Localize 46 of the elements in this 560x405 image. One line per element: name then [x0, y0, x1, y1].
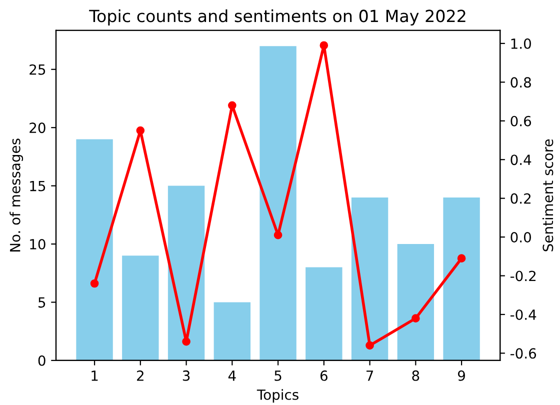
x-axis-title: Topics: [256, 389, 298, 403]
x-tick-label: 9: [458, 370, 465, 381]
y2-tick-label: -0.4: [510, 309, 536, 320]
x-tick-label: 6: [320, 370, 328, 381]
point: [182, 337, 190, 346]
point: [90, 279, 99, 288]
bar: [260, 46, 296, 360]
x-tick-label: 4: [228, 370, 236, 381]
y-tick-label: 20: [30, 122, 46, 134]
bar: [351, 197, 388, 360]
y-tick-label: 0: [38, 355, 46, 366]
x-tick-label: 8: [412, 370, 420, 381]
y-tick-label: 25: [30, 64, 46, 75]
y2-tick-label: 1.0: [511, 38, 531, 49]
bar: [122, 256, 159, 360]
x-tick-label: 2: [137, 370, 144, 381]
point: [136, 126, 145, 135]
x-tick-label: 1: [92, 370, 98, 381]
point: [457, 254, 466, 262]
bar: [76, 139, 113, 360]
y2-tick-label: 0.2: [510, 193, 530, 204]
chart-title: Topic counts and sentiments on 01 May 2022: [89, 9, 466, 26]
y-axis-title: No. of messages: [10, 138, 24, 252]
point: [412, 314, 420, 323]
y2-tick-label: 0.8: [510, 77, 531, 88]
point: [228, 101, 236, 110]
bar: [168, 186, 205, 360]
x-tick-label: 3: [182, 370, 190, 381]
y-tick-label: 10: [30, 238, 46, 250]
point: [366, 341, 374, 350]
bar: [443, 197, 480, 360]
y2-tick-label: -0.2: [510, 270, 536, 282]
bar: [397, 244, 434, 360]
point: [274, 230, 282, 240]
y2-tick-label: 0.4: [510, 154, 532, 166]
y-tick-label: 5: [38, 297, 46, 308]
y-tick-label: 15: [30, 180, 46, 192]
bar: [306, 267, 342, 360]
y2-tick-label: -0.6: [510, 348, 536, 359]
y2-tick-label: 0.6: [510, 116, 532, 126]
y2-axis-title: Sentiment score: [542, 139, 554, 252]
y2-tick-label: 0.0: [510, 232, 531, 243]
x-tick-label: 5: [274, 370, 282, 381]
bar: [214, 302, 251, 360]
point: [320, 41, 328, 50]
x-tick-label: 7: [366, 370, 374, 381]
